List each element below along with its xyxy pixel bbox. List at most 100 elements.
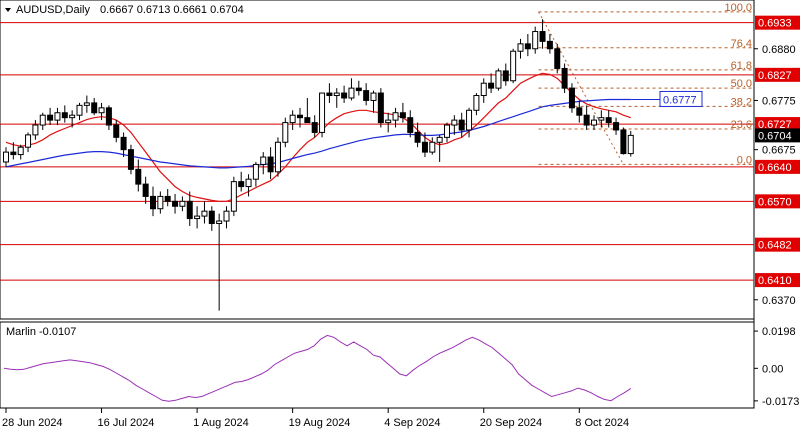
candle-body[interactable] — [69, 114, 76, 119]
candle-body[interactable] — [238, 181, 245, 188]
candle-body[interactable] — [480, 82, 487, 97]
candle-body[interactable] — [385, 119, 392, 124]
candle-body[interactable] — [91, 102, 98, 114]
candle-body[interactable] — [524, 43, 531, 50]
ma-value-box — [659, 90, 703, 107]
level-label: 0.6482 — [758, 240, 792, 252]
candle-body[interactable] — [583, 114, 590, 126]
candle-body[interactable] — [10, 151, 17, 156]
candle-body[interactable] — [304, 117, 311, 124]
candle-body[interactable] — [377, 92, 384, 124]
candle-body[interactable] — [591, 119, 597, 126]
candle-body[interactable] — [208, 210, 215, 224]
candle-body[interactable] — [120, 136, 127, 151]
candle-body[interactable] — [179, 200, 186, 207]
fib-level-label: 61.8 — [731, 60, 752, 72]
candle-body[interactable] — [32, 124, 39, 136]
candle-body[interactable] — [252, 163, 259, 180]
candle-body[interactable] — [421, 141, 428, 153]
candle-body[interactable] — [105, 107, 112, 126]
symbol-dropdown-icon[interactable] — [5, 8, 11, 12]
candle-body[interactable] — [598, 117, 605, 121]
candle-body[interactable] — [223, 210, 230, 222]
candle-body[interactable] — [201, 210, 208, 217]
candle-body[interactable] — [98, 107, 105, 114]
candle-body[interactable] — [274, 141, 281, 173]
candle-body[interactable] — [54, 112, 61, 121]
candle-body[interactable] — [245, 178, 252, 188]
candle-body[interactable] — [517, 43, 524, 52]
time-tick-label: 28 Jun 2024 — [2, 417, 63, 429]
candle-body[interactable] — [17, 146, 24, 156]
candle-body[interactable] — [502, 70, 509, 82]
candle-body[interactable] — [510, 50, 517, 82]
candle-body[interactable] — [532, 31, 539, 50]
marlin-tick-label: 0.0198 — [762, 326, 796, 338]
candle-body[interactable] — [399, 112, 406, 119]
candle-body[interactable] — [363, 90, 370, 101]
candle-body[interactable] — [127, 149, 134, 170]
candle-body[interactable] — [260, 156, 267, 165]
candle-body[interactable] — [230, 181, 237, 212]
candle-body[interactable] — [172, 200, 179, 207]
candle-body[interactable] — [83, 102, 90, 106]
candle-body[interactable] — [164, 195, 171, 202]
candle-body[interactable] — [297, 114, 303, 119]
candle-body[interactable] — [561, 67, 568, 89]
candle-body[interactable] — [539, 31, 546, 42]
candle-body[interactable] — [414, 131, 421, 143]
candle-body[interactable] — [289, 114, 296, 124]
candle-body[interactable] — [326, 92, 333, 97]
candle-body[interactable] — [319, 92, 326, 133]
candle-body[interactable] — [444, 124, 450, 138]
candle-body[interactable] — [47, 114, 54, 121]
candle-body[interactable] — [348, 87, 355, 99]
level-label-bg — [755, 67, 800, 82]
level-label-bg — [755, 273, 800, 288]
candle-body[interactable] — [333, 92, 340, 97]
candle-body[interactable] — [216, 220, 223, 224]
candle-body[interactable] — [429, 141, 436, 153]
candle-body[interactable] — [39, 114, 46, 126]
candle-body[interactable] — [407, 117, 414, 133]
price-axis-ticks: 0.6880 0.6775 0.6675 0.6370 0.6704 — [754, 44, 800, 307]
fib-trend-line[interactable] — [538, 11, 624, 165]
candle-body[interactable] — [135, 168, 142, 185]
fib-level-label: 0.0 — [737, 154, 752, 166]
marlin-tick-label: 0.00 — [762, 363, 783, 375]
candle-body[interactable] — [341, 92, 348, 99]
candle-body[interactable] — [142, 183, 149, 197]
level-label-bg — [755, 194, 800, 209]
candle-body[interactable] — [451, 119, 458, 126]
candle-body[interactable] — [458, 119, 465, 131]
candle-body[interactable] — [311, 122, 318, 133]
candle-body[interactable] — [186, 200, 193, 220]
candle-body[interactable] — [473, 95, 480, 111]
candle-body[interactable] — [576, 107, 583, 116]
candle-body[interactable] — [157, 195, 164, 210]
candle-body[interactable] — [61, 112, 68, 119]
candle-body[interactable] — [568, 87, 575, 109]
candle-body[interactable] — [25, 134, 32, 148]
candle-body[interactable] — [546, 40, 553, 50]
candle-body[interactable] — [3, 151, 9, 163]
candle-body[interactable] — [436, 136, 443, 143]
candle-body[interactable] — [466, 109, 473, 131]
candle-body[interactable] — [113, 124, 120, 138]
candle-body[interactable] — [150, 195, 156, 210]
candle-body[interactable] — [392, 112, 399, 121]
candle-body[interactable] — [355, 87, 362, 92]
candle-body[interactable] — [370, 92, 377, 101]
candle-body[interactable] — [605, 117, 612, 124]
candle-body[interactable] — [282, 122, 289, 143]
candle-body[interactable] — [488, 82, 495, 89]
candle-body[interactable] — [613, 122, 620, 131]
candle-body[interactable] — [627, 134, 634, 155]
candle-body[interactable] — [620, 129, 627, 155]
candle-body[interactable] — [76, 104, 83, 116]
candle-body[interactable] — [495, 70, 502, 89]
candle-body[interactable] — [267, 156, 274, 173]
candle-body[interactable] — [194, 215, 201, 220]
candle-body[interactable] — [554, 48, 561, 69]
